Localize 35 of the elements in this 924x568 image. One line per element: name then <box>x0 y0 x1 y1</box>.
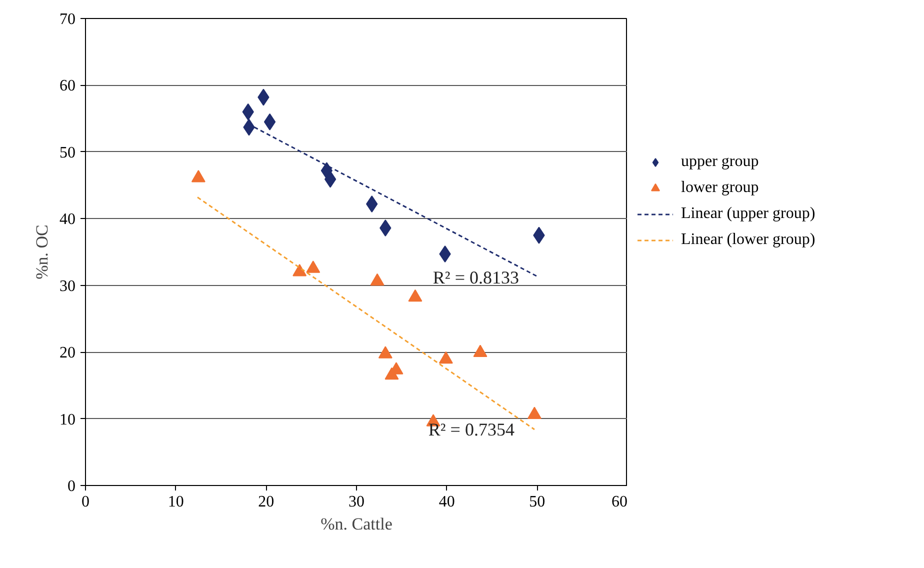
point <box>439 246 451 262</box>
point <box>527 406 542 420</box>
x-tick-label: 20 <box>258 494 274 510</box>
point <box>378 346 392 358</box>
x-tick-label: 60 <box>612 494 628 510</box>
point <box>438 351 453 364</box>
legend-label: upper group <box>681 153 759 171</box>
x-axis-title: %n. Cattle <box>320 514 392 534</box>
point <box>324 170 336 188</box>
x-tick-label: 50 <box>529 494 546 510</box>
y-tick-label: 60 <box>60 78 76 95</box>
y-tick-label: 40 <box>60 211 76 228</box>
y-tick-label: 10 <box>60 411 76 428</box>
point <box>370 273 384 286</box>
x-tick-label: 40 <box>438 494 455 510</box>
y-tick-label: 20 <box>60 344 76 362</box>
point <box>384 367 399 380</box>
y-axis-title: %n. OC <box>32 224 52 280</box>
legend-label: Linear (upper group) <box>681 205 816 223</box>
y-tick-label: 50 <box>60 144 76 162</box>
x-tick-label: 10 <box>168 494 184 510</box>
point <box>292 264 307 276</box>
y-tick-label: 30 <box>60 278 76 295</box>
point <box>306 260 320 273</box>
x-tick-label: 0 <box>82 494 90 510</box>
annotation: R² = 0.8133 <box>432 267 519 288</box>
legend-label: Linear (lower group) <box>681 231 816 249</box>
x-tick-label: 30 <box>348 494 364 510</box>
point <box>473 344 488 357</box>
y-tick-label: 0 <box>68 478 76 495</box>
y-tick-label: 70 <box>60 11 76 28</box>
point <box>408 289 422 302</box>
legend-label: lower group <box>681 179 759 197</box>
point <box>264 113 276 130</box>
point <box>191 170 206 182</box>
